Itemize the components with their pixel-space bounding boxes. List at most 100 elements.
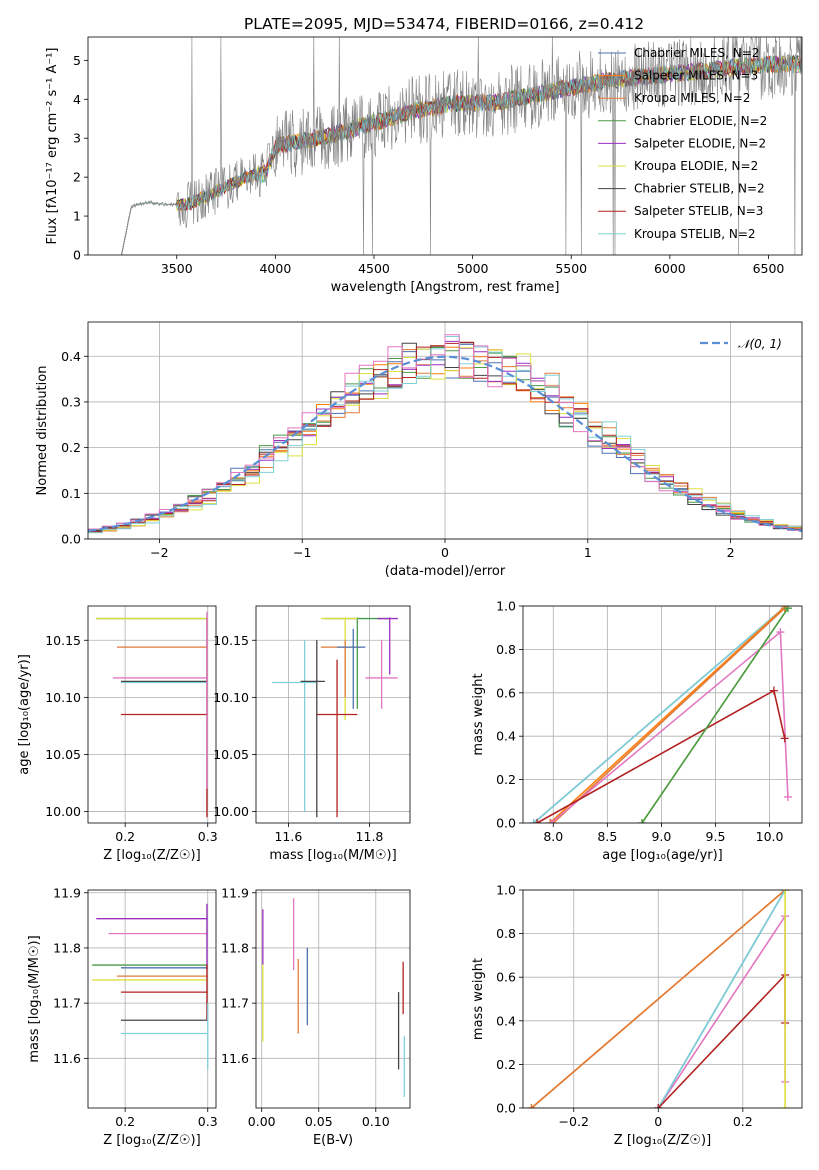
y-tick-label: 3: [73, 131, 81, 146]
legend-label: Kroupa ELODIE, N=2: [634, 159, 758, 173]
weight-marker: [533, 819, 542, 823]
x-tick-label: 1: [584, 545, 592, 560]
y-tick-label: 11.9: [53, 885, 81, 900]
plot-area: [121, 37, 802, 255]
weight-marker: [783, 792, 792, 801]
plot-area: [272, 617, 398, 818]
y-tick-label: 11.7: [221, 996, 249, 1011]
panel-age-vs-Z: 0.2 0.3 10.00 10.05 10.10 10.15 Z [log₁₀(Z/Z☉)…: [17, 605, 218, 863]
y-tick-label: 0.2: [61, 440, 81, 455]
x-tick-label: 0.00: [248, 1114, 276, 1129]
y-tick-label: 0.6: [496, 685, 516, 700]
legend-label: Chabrier STELIB, N=2: [634, 182, 765, 196]
axes-frame: [255, 889, 411, 1109]
weight-marker: [769, 686, 778, 695]
y-tick-label: 11.6: [221, 1051, 249, 1066]
weight-line: [552, 607, 786, 823]
plot-area: [96, 611, 208, 818]
y-axis-label: Normed distribution: [35, 366, 50, 496]
y-tick-label: 0.4: [496, 1013, 516, 1028]
weight-line: [533, 606, 787, 823]
x-tick-label: 10.0: [756, 829, 784, 844]
y-tick-label: 0.2: [496, 772, 516, 787]
y-tick-label: 0.0: [496, 1101, 516, 1116]
weight-marker: [783, 606, 792, 613]
weight-marker: [547, 819, 556, 823]
plot-area: [529, 606, 792, 823]
x-axis-label: age [log₁₀(age/yr)]: [602, 848, 723, 863]
legend-label: Salpeter MILES, N=3: [634, 69, 758, 83]
y-tick-label: 10.00: [213, 804, 249, 819]
weight-line: [641, 607, 789, 823]
y-tick-label: 0.8: [496, 642, 516, 657]
x-tick-label: 8.0: [543, 829, 563, 844]
y-tick-label: 10.05: [45, 747, 81, 762]
y-axis-label: mass [log₁₀(M/M☉)]: [27, 935, 42, 1062]
x-tick-label: 0.2: [115, 1114, 135, 1129]
x-tick-label: 11.8: [356, 829, 384, 844]
x-tick-label: −2: [150, 545, 168, 560]
legend-label: Salpeter STELIB, N=3: [634, 204, 763, 218]
weight-line: [530, 890, 786, 1108]
y-tick-label: 11.9: [221, 885, 249, 900]
panel-mass-vs-Z: 0.2 0.3 11.6 11.7 11.8 11.9 Z [log₁₀(Z/Z☉)] mas…: [27, 885, 218, 1148]
x-axis-label: Z [log₁₀(Z/Z☉)]: [103, 848, 200, 863]
y-tick-label: 10.10: [45, 690, 81, 705]
weight-marker: [780, 734, 789, 743]
y-tick-label: 0.0: [61, 532, 81, 547]
x-tick-label: 8.5: [597, 829, 617, 844]
y-axis-label: age [log₁₀(age/yr)]: [17, 654, 32, 775]
figure-title: PLATE=2095, MJD=53474, FIBERID=0166, z=0…: [244, 15, 644, 33]
legend: 𝒩(0, 1): [700, 337, 782, 351]
y-tick-label: 4: [73, 92, 81, 107]
legend-label: 𝒩(0, 1): [738, 337, 782, 351]
weight-line: [549, 606, 787, 823]
x-axis-label: mass [log₁₀(M/M☉)]: [269, 848, 396, 863]
y-tick-label: 0.6: [496, 970, 516, 985]
model-spectrum: [121, 54, 802, 255]
x-tick-label: −1: [293, 545, 311, 560]
x-axis-label: wavelength [Angstrom, rest frame]: [331, 280, 560, 295]
y-tick-label: 10.15: [45, 633, 81, 648]
legend-label: Salpeter ELODIE, N=2: [634, 136, 766, 150]
x-tick-label: 5000: [457, 261, 489, 276]
y-tick-label: 0: [73, 248, 81, 263]
y-tick-label: 1.0: [496, 883, 516, 898]
x-tick-label: 6500: [753, 261, 785, 276]
axes-frame: [255, 605, 411, 824]
y-tick-label: 2: [73, 170, 81, 185]
axes-frame: [87, 605, 217, 824]
x-axis-label: Z [log₁₀(Z/Z☉)]: [614, 1133, 711, 1148]
panel-weight-vs-age: 8.0 8.5 9.0 9.5 10.0 0.0 0.2 0.4 0.6 0.8 1.0 age [l…: [471, 599, 803, 863]
x-tick-label: 0: [441, 545, 449, 560]
y-tick-label: 0.8: [496, 926, 516, 941]
axes-frame: [522, 889, 803, 1109]
panel-mass-vs-ebv: 0.00 0.05 0.10 11.6 11.7 11.8 11.9 E(B-V): [221, 885, 411, 1148]
plot-area: [527, 890, 790, 1108]
normal-curve: [88, 355, 802, 533]
weight-marker: [529, 819, 538, 823]
y-axis-label: Flux [fλ10⁻¹⁷ erg cm⁻² s⁻¹ A⁻¹]: [45, 48, 60, 245]
y-tick-label: 0.2: [496, 1057, 516, 1072]
x-tick-label: 4500: [358, 261, 390, 276]
y-tick-label: 11.6: [53, 1051, 81, 1066]
axes-frame: [522, 605, 803, 824]
legend-label: Kroupa STELIB, N=2: [634, 227, 756, 241]
x-tick-label: 4000: [259, 261, 291, 276]
panel-spectrum: 3500 4000 4500 5000 5500 6000 6500 0 1 2 3 4 5 wavele…: [45, 36, 803, 295]
x-tick-label: 9.0: [651, 829, 671, 844]
x-tick-label: 0.3: [198, 1114, 218, 1129]
y-tick-label: 1: [73, 209, 81, 224]
x-tick-label: 0.3: [198, 829, 218, 844]
panel-weight-vs-Z: −0.2 0 0.2 0.0 0.2 0.4 0.6 0.8 1.0 Z [log₁₀(Z/Z☉)…: [471, 883, 803, 1148]
x-tick-label: −0.2: [559, 1114, 589, 1129]
x-tick-label: 0: [654, 1114, 662, 1129]
weight-marker: [546, 819, 555, 823]
x-axis-label: Z [log₁₀(Z/Z☉)]: [103, 1133, 200, 1148]
axes-frame: [87, 889, 217, 1109]
y-tick-label: 0.4: [61, 349, 81, 364]
y-tick-label: 0.4: [496, 729, 516, 744]
plot-area: [92, 903, 209, 1070]
weight-marker: [781, 1104, 790, 1108]
